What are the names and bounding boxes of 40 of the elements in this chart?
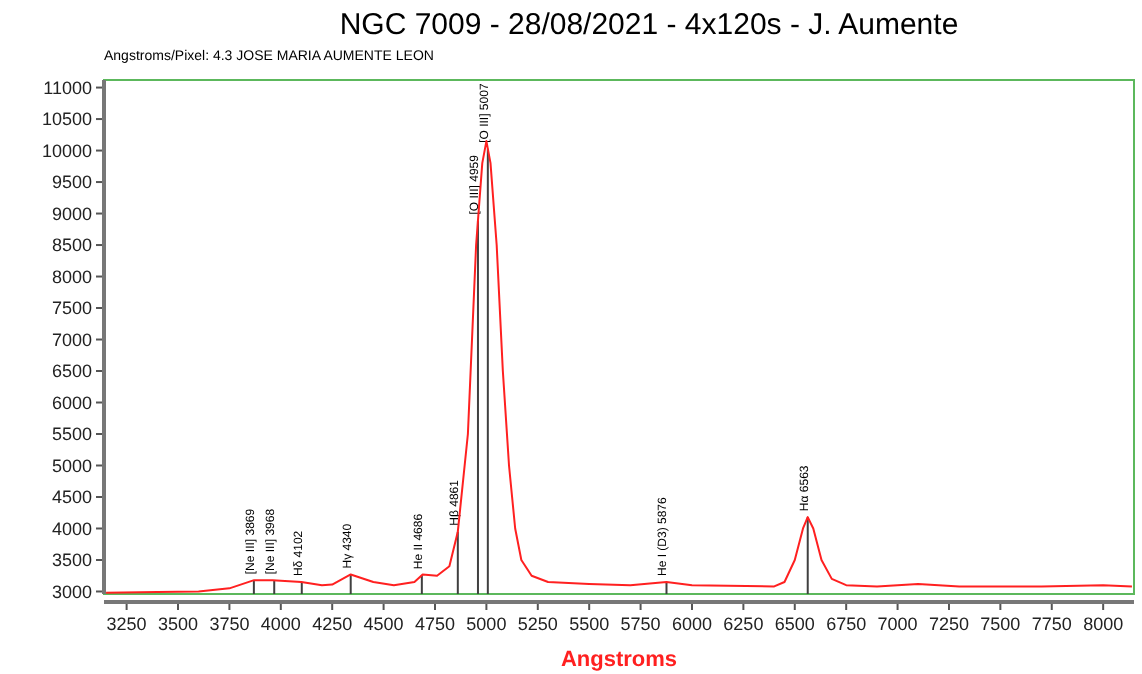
x-tick-label: 8000 — [1083, 614, 1124, 634]
y-tick-label: 6500 — [51, 361, 92, 382]
x-tick-label: 5250 — [517, 614, 558, 634]
x-tick-label: 4250 — [312, 614, 353, 634]
y-tick-label: 4000 — [51, 518, 92, 539]
x-tick-label: 6500 — [774, 614, 815, 634]
y-tick-label: 8500 — [51, 235, 92, 256]
x-tick-label: 7750 — [1031, 614, 1072, 634]
x-tick-label: 3500 — [157, 614, 199, 634]
x-tick-label: 6000 — [671, 614, 713, 634]
y-tick-label: 3500 — [51, 550, 92, 571]
y-tick-label: 5500 — [51, 424, 92, 445]
y-tick-label: 9000 — [51, 203, 92, 224]
line-series — [105, 140, 1133, 594]
x-tick-label: 4750 — [414, 614, 456, 634]
y-tick-label: 7500 — [51, 298, 92, 319]
y-tick-label: 10000 — [41, 140, 92, 161]
y-tick-label: 5000 — [51, 455, 92, 476]
y-tick-label: 3000 — [51, 581, 92, 602]
y-tick-label: 4500 — [51, 487, 92, 508]
x-tick-label: 4000 — [260, 614, 301, 634]
y-tick-label: 9500 — [51, 172, 92, 193]
y-tick-label: 7000 — [51, 329, 92, 350]
x-tick-label: 6750 — [826, 614, 867, 634]
y-tick-label: 11000 — [43, 77, 92, 98]
x-tick-label: 4500 — [363, 614, 404, 634]
x-tick-label: 7250 — [928, 614, 969, 634]
x-tick-label: 7500 — [980, 614, 1021, 634]
x-tick-label: 5500 — [569, 614, 610, 634]
x-tick-label: 3750 — [209, 614, 250, 634]
y-tick-label: 8000 — [51, 266, 92, 287]
x-tick-label: 3250 — [106, 614, 147, 634]
x-tick-label: 6250 — [723, 614, 764, 634]
x-tick-label: 7000 — [877, 614, 918, 634]
y-tick-label: 10500 — [41, 109, 92, 130]
x-axis-title: Angstroms — [560, 648, 678, 672]
x-tick-label: 5750 — [620, 614, 661, 634]
y-tick-label: 6000 — [51, 392, 92, 413]
chart-title: NGC 7009 - 28/08/2021 - 4x120s - J. Aumente — [339, 8, 959, 42]
x-tick-label: 5000 — [466, 614, 507, 634]
